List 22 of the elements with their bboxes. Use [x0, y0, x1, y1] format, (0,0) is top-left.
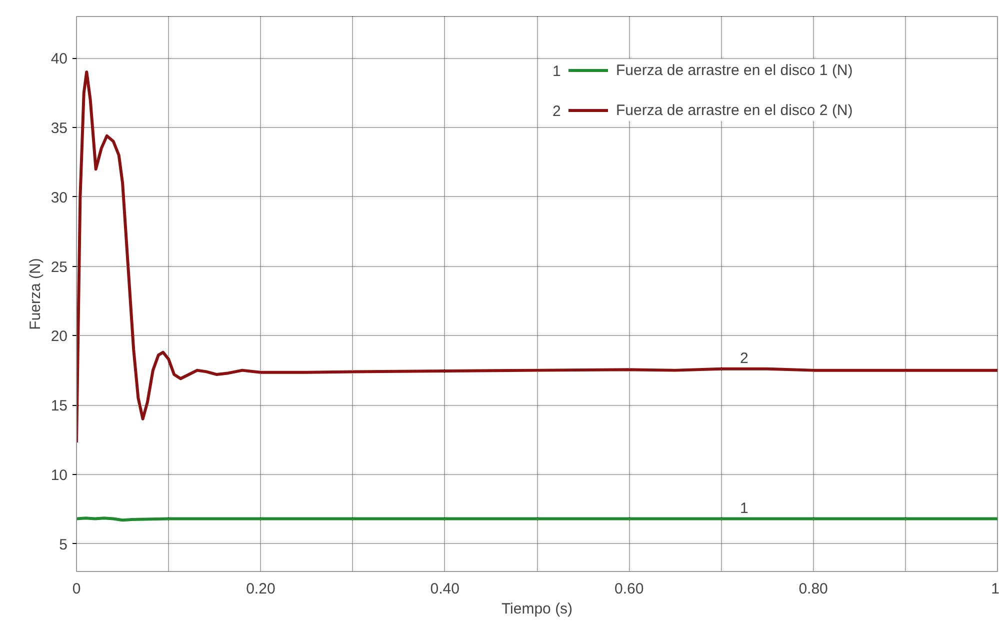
- annotation: 2: [740, 350, 748, 367]
- y-tick-label: 10: [50, 466, 68, 484]
- x-tick-label: 0.40: [430, 580, 460, 598]
- x-axis-title: Tiempo (s): [501, 600, 573, 618]
- legend-label: Fuerza de arrastre en el disco 2 (N): [616, 102, 853, 118]
- y-tick-label: 30: [50, 189, 68, 206]
- x-tick-label: 0.60: [614, 580, 644, 598]
- text: 2: [552, 103, 561, 120]
- y-tick-label: 35: [50, 120, 68, 137]
- x-tick-label: 0.80: [798, 580, 828, 598]
- y-tick-label: 40: [50, 50, 68, 68]
- legend-label: Fuerza de arrastre en el disco 1 (N): [616, 62, 853, 78]
- y-tick-label: 20: [50, 328, 68, 346]
- y-tick-label: 25: [50, 258, 68, 276]
- y-tick-label: 5: [59, 536, 68, 554]
- annotation: 1: [740, 500, 748, 517]
- text: 1: [552, 63, 561, 80]
- x-tick-label: 0: [72, 580, 81, 598]
- y-tick-label: 15: [50, 398, 68, 414]
- x-tick-label: 0.20: [246, 580, 276, 598]
- y-axis-title: Fuerza (N): [26, 258, 44, 330]
- x-tick-label: 1: [991, 580, 999, 598]
